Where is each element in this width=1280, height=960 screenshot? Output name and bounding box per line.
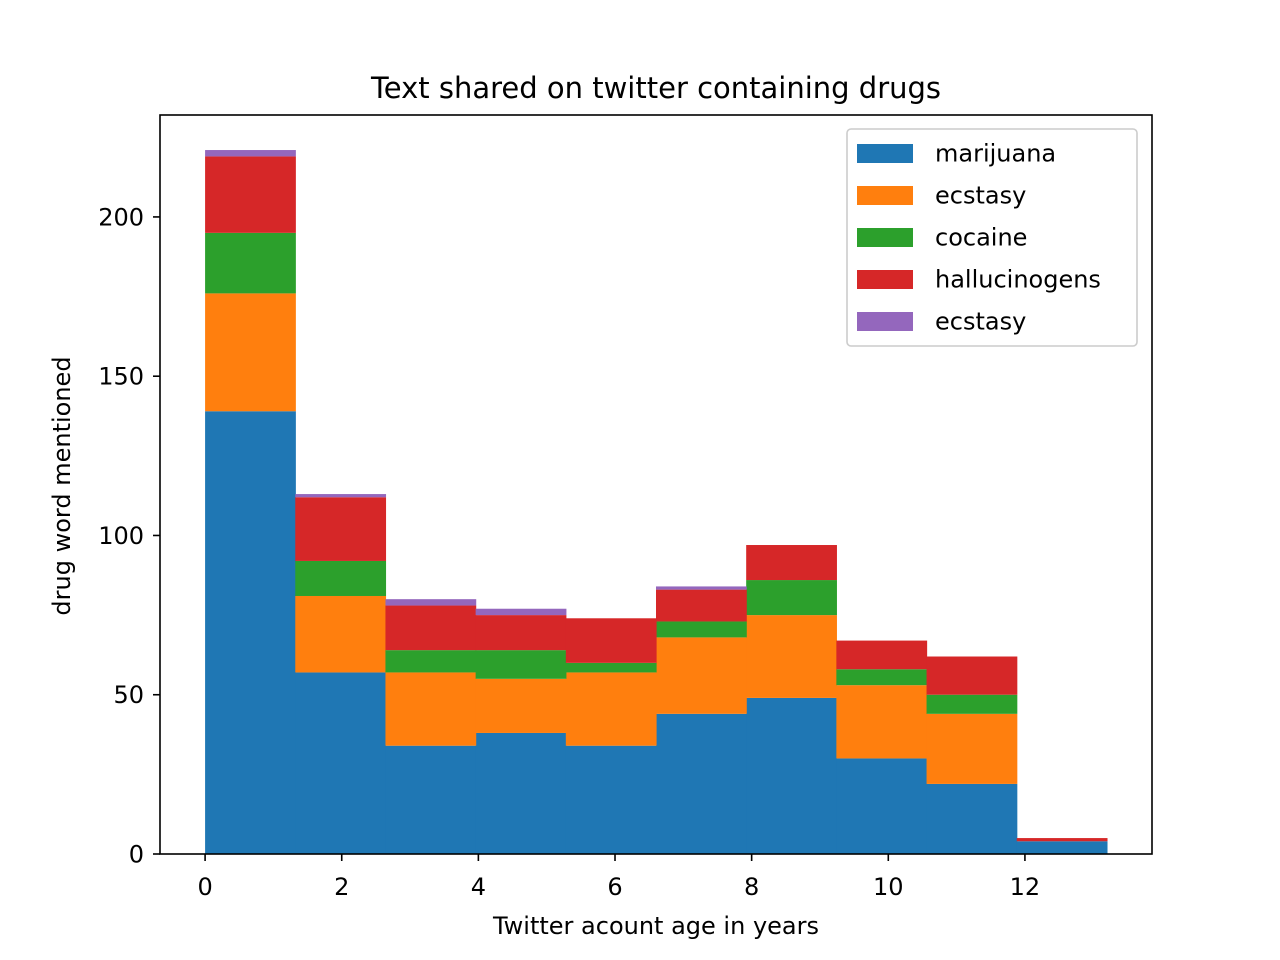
legend-swatch-2	[857, 228, 913, 247]
legend-swatch-0	[857, 144, 913, 163]
x-tick-label: 10	[873, 873, 904, 901]
chart-title: Text shared on twitter containing drugs	[370, 71, 941, 105]
bar-segment-cocaine-2-bin-4	[565, 662, 657, 673]
y-tick-label: 0	[129, 841, 144, 869]
bar-segment-ecstasy-1-bin-2	[385, 672, 477, 746]
x-tick-label: 2	[334, 873, 349, 901]
bar-segment-marijuana-0-bin-7	[836, 758, 928, 854]
x-axis: 0 2 4 6 8 10 12	[197, 854, 1040, 901]
legend-swatch-1	[857, 186, 913, 205]
bar-segment-ecstasy-4-bin-5	[656, 586, 747, 590]
bar-segment-hallucinogens-3-bin-2	[385, 605, 477, 651]
bar-segment-ecstasy-1-bin-6	[746, 615, 837, 698]
bar-segment-ecstasy-1-bin-7	[836, 685, 928, 759]
bars-layer	[205, 150, 1108, 854]
bar-segment-hallucinogens-3-bin-8	[926, 656, 1018, 695]
legend-swatch-4	[857, 312, 913, 331]
y-tick-label: 100	[98, 522, 144, 550]
bar-segment-ecstasy-1-bin-0	[205, 293, 296, 412]
legend-label-4: ecstasy	[935, 308, 1026, 336]
bar-segment-ecstasy-4-bin-3	[475, 608, 567, 616]
bar-segment-cocaine-2-bin-2	[385, 650, 477, 673]
bar-segment-hallucinogens-3-bin-7	[836, 640, 928, 670]
bar-segment-ecstasy-1-bin-3	[475, 678, 567, 733]
x-axis-title: Twitter acount age in years	[492, 912, 819, 940]
bar-segment-marijuana-0-bin-0	[205, 411, 296, 854]
bar-segment-marijuana-0-bin-5	[656, 713, 747, 854]
bar-segment-hallucinogens-3-bin-9	[1016, 838, 1108, 842]
y-tick-label: 50	[113, 681, 144, 709]
bar-segment-cocaine-2-bin-6	[746, 580, 837, 616]
legend: marijuana ecstasy cocaine hallucinogens ecst…	[846, 128, 1138, 347]
plot-frame	[159, 114, 1153, 855]
bar-segment-hallucinogens-3-bin-3	[475, 615, 567, 651]
bar-segment-cocaine-2-bin-5	[656, 621, 747, 638]
bar-segment-hallucinogens-3-bin-6	[746, 545, 837, 581]
x-tick-label: 0	[197, 873, 212, 901]
bar-segment-ecstasy-1-bin-8	[926, 713, 1018, 784]
bar-segment-cocaine-2-bin-1	[295, 560, 387, 596]
x-tick-label: 12	[1010, 873, 1041, 901]
bar-segment-marijuana-0-bin-1	[295, 672, 387, 854]
y-axis-title: drug word mentioned	[48, 356, 76, 615]
bar-segment-hallucinogens-3-bin-5	[656, 589, 747, 622]
bar-segment-marijuana-0-bin-2	[385, 745, 477, 854]
legend-box	[846, 128, 1138, 347]
bar-segment-cocaine-2-bin-8	[926, 694, 1018, 714]
bar-segment-ecstasy-4-bin-0	[205, 150, 296, 157]
bar-segment-cocaine-2-bin-7	[836, 669, 928, 686]
y-axis: 0 50 100 150 200	[98, 203, 160, 869]
legend-label-2: cocaine	[935, 224, 1027, 252]
y-tick-label: 150	[98, 363, 144, 391]
bar-segment-ecstasy-1-bin-1	[295, 595, 387, 673]
bar-segment-ecstasy-1-bin-5	[656, 637, 747, 714]
bar-segment-ecstasy-4-bin-2	[385, 599, 477, 606]
x-tick-label: 8	[744, 873, 759, 901]
x-tick-label: 6	[607, 873, 622, 901]
legend-swatch-3	[857, 270, 913, 289]
y-tick-label: 200	[98, 203, 144, 231]
legend-label-3: hallucinogens	[935, 266, 1101, 294]
bar-segment-ecstasy-1-bin-4	[565, 672, 657, 746]
bar-segment-marijuana-0-bin-8	[926, 783, 1018, 854]
bar-segment-hallucinogens-3-bin-1	[295, 497, 387, 561]
bar-segment-marijuana-0-bin-6	[746, 697, 837, 854]
bar-segment-hallucinogens-3-bin-0	[205, 156, 296, 233]
bar-segment-hallucinogens-3-bin-4	[565, 618, 657, 663]
bar-segment-cocaine-2-bin-3	[475, 650, 567, 679]
bar-segment-marijuana-0-bin-4	[565, 745, 657, 854]
legend-label-1: ecstasy	[935, 182, 1026, 210]
bar-segment-marijuana-0-bin-9	[1016, 841, 1108, 854]
bar-segment-marijuana-0-bin-3	[475, 732, 567, 854]
bar-segment-ecstasy-4-bin-1	[295, 494, 387, 498]
x-tick-label: 4	[471, 873, 486, 901]
legend-label-0: marijuana	[935, 140, 1056, 168]
bar-segment-cocaine-2-bin-0	[205, 232, 296, 294]
